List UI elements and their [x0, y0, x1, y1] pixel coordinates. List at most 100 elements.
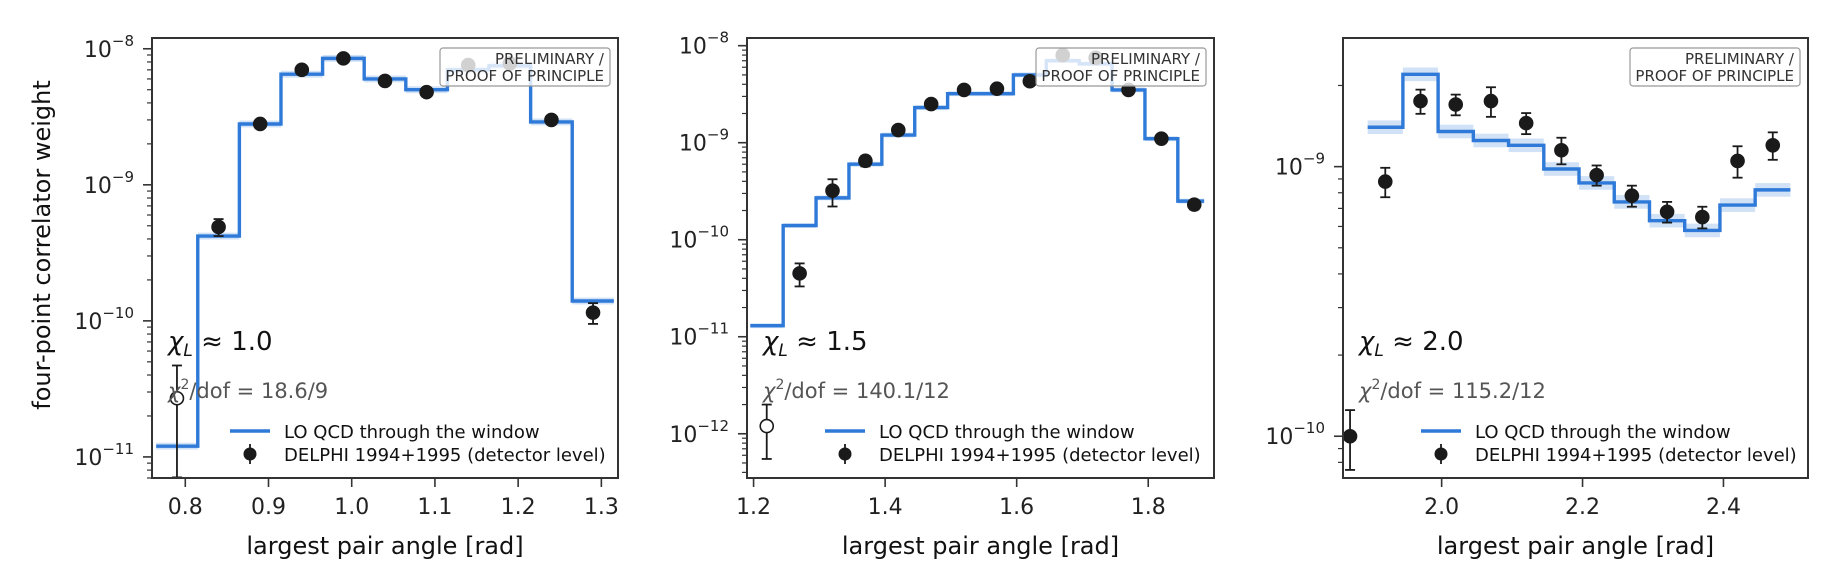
legend-data-label: DELPHI 1994+1995 (detector level)	[1475, 445, 1797, 466]
legend-model-label: LO QCD through the window	[879, 422, 1135, 443]
data-marker-hollow	[759, 418, 775, 434]
data-marker	[544, 112, 559, 128]
data-point	[1518, 112, 1534, 136]
data-marker	[252, 116, 268, 132]
data-marker-hollow	[169, 390, 185, 406]
model-step-line	[1367, 72, 1791, 233]
data-marker	[792, 266, 807, 281]
data-point	[211, 218, 226, 237]
data-point	[1589, 164, 1604, 187]
data-marker	[1695, 209, 1710, 225]
data-point	[1342, 409, 1358, 471]
chi-l-annotation: χL ≈ 1.5	[761, 327, 868, 361]
y-tick-label: 10−11	[74, 440, 134, 471]
data-point	[1413, 88, 1428, 115]
legend-data-label: DELPHI 1994+1995 (detector level)	[879, 445, 1201, 466]
badge-line-1: PRELIMINARY /	[1685, 50, 1795, 68]
badge-line-2: PROOF OF PRINCIPLE	[1635, 67, 1794, 85]
x-axis-label: largest pair angle [rad]	[246, 532, 523, 560]
data-marker	[890, 122, 906, 138]
y-tick-label: 10−9	[84, 168, 134, 199]
data-point	[336, 51, 351, 66]
data-point	[544, 112, 559, 128]
data-marker	[1765, 137, 1781, 153]
chi2-dof-annotation: χ2/dof = 140.1/12	[762, 377, 950, 403]
plot-frame	[151, 37, 619, 479]
y-tick-label: 10−10	[669, 223, 729, 254]
x-tick-label: 1.6	[999, 495, 1034, 520]
data-point	[1765, 131, 1781, 161]
data-point	[252, 116, 268, 132]
legend-data-marker	[1434, 447, 1448, 461]
data-marker	[336, 51, 351, 66]
data-marker	[956, 82, 972, 98]
data-point	[585, 302, 601, 325]
model-band	[750, 58, 1205, 329]
x-tick-label: 1.8	[1131, 495, 1166, 520]
y-axis-label: four-point correlator weight	[28, 80, 56, 409]
panel-chi-1-0: 10−11 10−10 10−9 10−8 0.8 0.9 1.0 1.1 1.2 1.3 larg…	[74, 32, 619, 560]
data-marker	[1624, 188, 1640, 204]
data-marker	[1154, 131, 1169, 146]
data-point	[1483, 86, 1499, 118]
badge-line-2: PROOF OF PRINCIPLE	[1041, 67, 1200, 85]
y-tick-label: 10−10	[74, 304, 134, 335]
chi2-dof-annotation: χ2/dof = 18.6/9	[167, 377, 328, 403]
data-point	[956, 82, 972, 98]
data-marker	[1659, 204, 1675, 220]
x-axis-label: largest pair angle [rad]	[842, 532, 1119, 560]
data-point	[377, 73, 393, 89]
x-tick-label: 1.1	[417, 495, 452, 520]
data-point	[1624, 184, 1640, 208]
data-point	[1377, 166, 1393, 199]
preliminary-badge	[439, 47, 611, 87]
x-tick-label: 0.9	[251, 495, 286, 520]
y-tick-label: 10−9	[679, 126, 729, 157]
legend-data-label: DELPHI 1994+1995 (detector level)	[284, 445, 606, 466]
model-band	[1367, 67, 1791, 238]
x-tick-label: 1.3	[584, 495, 619, 520]
data-marker	[1518, 115, 1534, 131]
model-step-line	[750, 59, 1205, 328]
x-tick-label: 2.0	[1424, 495, 1459, 520]
data-marker	[419, 84, 434, 100]
data-marker	[1483, 93, 1499, 109]
data-point	[858, 153, 873, 169]
x-tick-label: 0.8	[168, 495, 203, 520]
data-marker	[1377, 174, 1393, 189]
data-marker	[377, 73, 393, 89]
badge-line-1: PRELIMINARY /	[495, 50, 605, 68]
data-point	[1554, 136, 1569, 166]
data-marker	[1022, 73, 1038, 89]
x-tick-label: 1.2	[501, 495, 536, 520]
y-tick-label: 10−8	[679, 29, 729, 60]
data-point	[1022, 73, 1038, 89]
x-tick-label: 1.2	[736, 495, 771, 520]
data-point	[759, 403, 775, 460]
preliminary-badge	[1629, 47, 1801, 87]
data-point	[169, 364, 185, 479]
y-tick-label: 10−11	[669, 320, 729, 351]
chi-l-annotation: χL ≈ 2.0	[1357, 327, 1464, 361]
y-tick-label: 10−10	[1265, 419, 1325, 450]
x-axis-label: largest pair angle [rad]	[1437, 532, 1714, 560]
data-marker	[858, 153, 873, 169]
data-point	[989, 81, 1005, 97]
plot-frame	[1342, 37, 1809, 479]
y-tick-label: 10−9	[1275, 150, 1325, 181]
data-marker	[1186, 197, 1202, 212]
legend-data-marker	[243, 447, 257, 461]
data-marker	[585, 305, 601, 320]
data-point	[923, 96, 939, 112]
data-point	[825, 178, 840, 208]
data-point	[1659, 200, 1675, 224]
x-tick-label: 2.4	[1706, 495, 1741, 520]
preliminary-badge	[1035, 47, 1207, 87]
badge-line-2: PROOF OF PRINCIPLE	[445, 67, 604, 85]
x-tick-label: 2.2	[1565, 495, 1600, 520]
plot-frame	[746, 37, 1215, 479]
data-point	[1154, 131, 1169, 146]
data-marker	[1342, 428, 1358, 444]
data-marker	[211, 219, 226, 235]
